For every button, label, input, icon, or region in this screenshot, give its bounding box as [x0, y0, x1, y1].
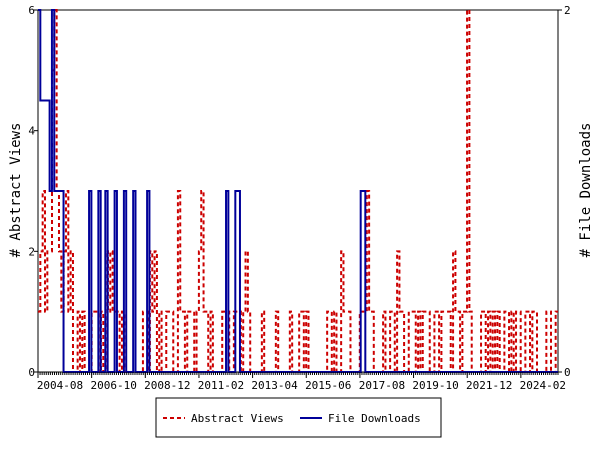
y-axis-left: 0 2 4 6 [28, 4, 38, 379]
x-tick-label: 2019-10 [412, 379, 458, 392]
y-left-tick-label: 4 [28, 125, 35, 138]
x-axis: 2004-08 2006-10 2008-12 2011-02 2013-04 2015-… [37, 372, 566, 392]
series-line-file-downloads [38, 9, 558, 373]
y-axis-right-title: # File Downloads [578, 123, 594, 258]
x-tick-label: 2015-06 [305, 379, 351, 392]
y-left-tick-label: 0 [28, 366, 35, 379]
legend-label-abstract-views: Abstract Views [191, 412, 284, 425]
x-tick-label: 2004-08 [37, 379, 83, 392]
y-axis-left-title: # Abstract Views [8, 123, 24, 258]
y-left-tick-label: 6 [28, 4, 35, 17]
x-tick-label: 2021-12 [466, 379, 512, 392]
x-tick-label: 2006-10 [90, 379, 136, 392]
series-layer [38, 9, 558, 373]
legend: Abstract Views File Downloads [155, 397, 442, 438]
x-tick-label: 2008-12 [144, 379, 190, 392]
x-tick-label: 2024-02 [520, 379, 566, 392]
legend-label-file-downloads: File Downloads [328, 412, 421, 425]
legend-box [155, 397, 442, 438]
y-right-tick-label: 2 [564, 4, 571, 17]
x-tick-label: 2017-08 [359, 379, 405, 392]
y-right-tick-label: 0 [564, 366, 571, 379]
x-tick-label: 2011-02 [198, 379, 244, 392]
y-left-tick-label: 2 [28, 245, 35, 258]
x-tick-label: 2013-04 [251, 379, 298, 392]
y-axis-right: 02 [558, 4, 571, 379]
